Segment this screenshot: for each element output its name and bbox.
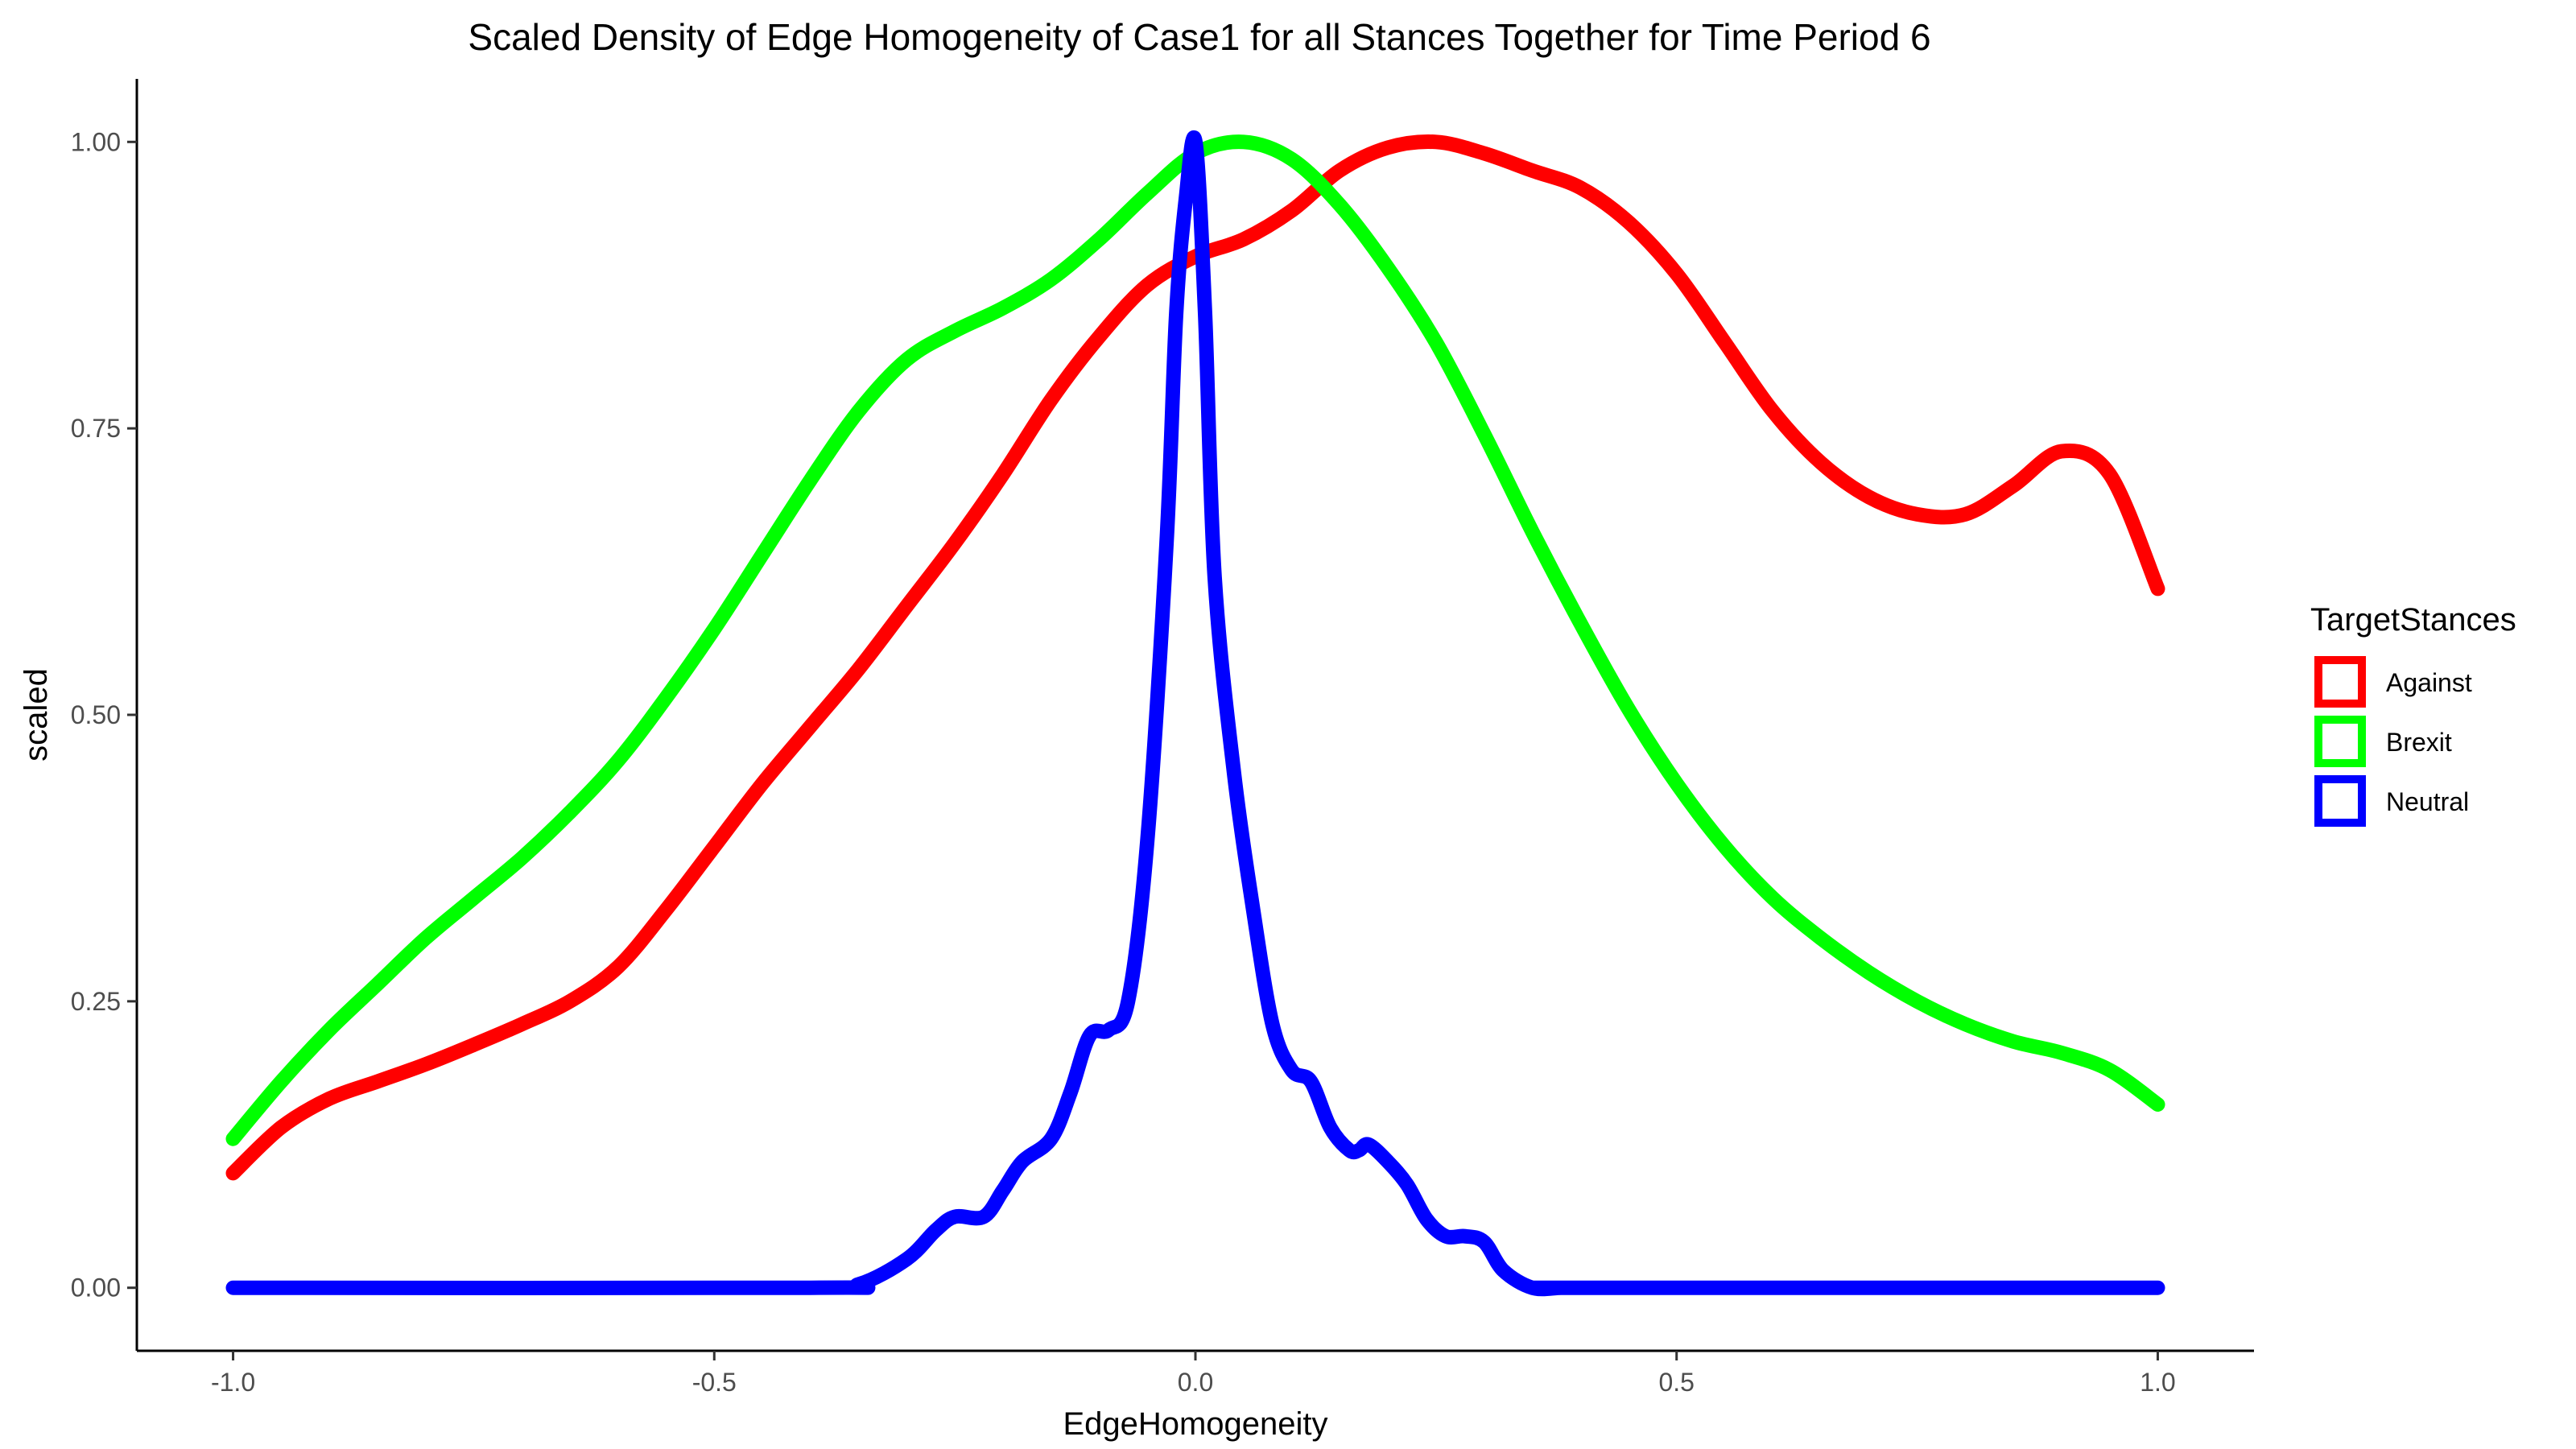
legend-label-against: Against <box>2386 668 2472 697</box>
series-lines <box>225 130 2165 1297</box>
legend-items: Against Brexit Neutral <box>2314 656 2472 827</box>
y-tick-label: 0.50 <box>71 700 121 729</box>
y-tick-label: 0.25 <box>71 987 121 1016</box>
y-axis-ticks: 0.00 0.25 0.50 0.75 1.00 <box>71 127 137 1302</box>
x-tick-label: 0.5 <box>1658 1368 1694 1397</box>
x-axis-title: EdgeHomogeneity <box>1063 1406 1327 1442</box>
x-tick-label: 1.0 <box>2140 1368 2175 1397</box>
y-tick-label: 0.00 <box>71 1274 121 1302</box>
chart-title: Scaled Density of Edge Homogeneity of Ca… <box>468 16 1930 58</box>
legend-label-brexit: Brexit <box>2386 728 2452 757</box>
series-line-neutral <box>225 130 2165 1297</box>
legend-label-neutral: Neutral <box>2386 787 2469 816</box>
series-line-brexit <box>225 134 2165 1146</box>
y-axis-title: scaled <box>19 668 54 762</box>
legend-swatch-neutral <box>2314 775 2366 827</box>
legend-swatch-brexit <box>2314 716 2366 767</box>
x-tick-label: -0.5 <box>692 1368 737 1397</box>
series-line-against <box>225 134 2165 1181</box>
x-tick-label: 0.0 <box>1178 1368 1213 1397</box>
legend-swatch-against <box>2314 656 2366 708</box>
legend-title: TargetStances <box>2310 602 2516 638</box>
x-axis-ticks: -1.0 -0.5 0.0 0.5 1.0 <box>211 1351 2176 1397</box>
plot-area: -1.0 -0.5 0.0 0.5 1.0 0.00 0.25 0.50 0.75 1.00 <box>71 79 2254 1397</box>
y-tick-label: 0.75 <box>71 414 121 443</box>
legend: TargetStances Against Brexit Neutral <box>2310 602 2516 827</box>
x-tick-label: -1.0 <box>211 1368 255 1397</box>
y-tick-label: 1.00 <box>71 127 121 156</box>
